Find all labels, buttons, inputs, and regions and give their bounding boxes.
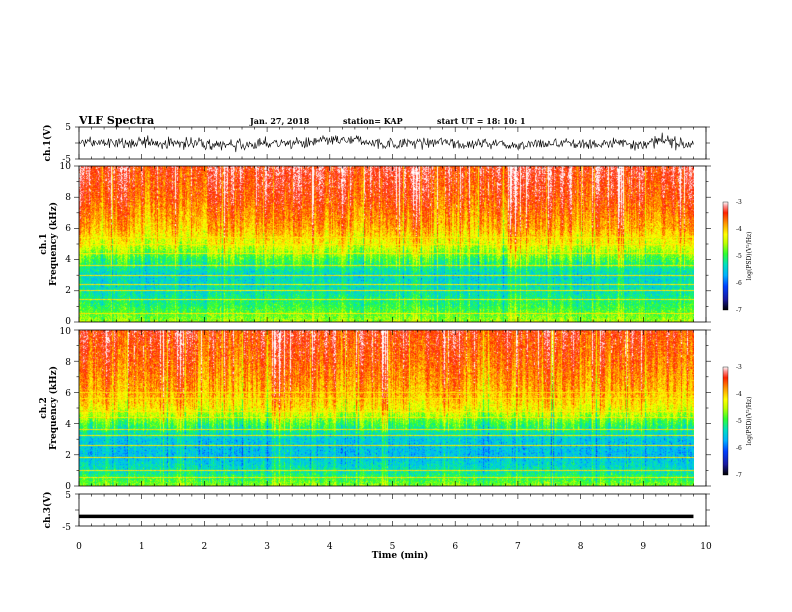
ch2-cb-tick-0: -3: [736, 364, 742, 371]
ch1-cb-tick-2: -5: [736, 253, 742, 260]
y-tick-labels: 5 -5 0 2 4 6 8 10 0 2 4 6 8 10 5 -5: [60, 123, 72, 533]
ch2-freq-tick-4: 4: [65, 420, 71, 430]
ch1-freq-tick-8: 8: [65, 193, 71, 203]
ch2-colorbar-label: log(PSD)(V²/Hz): [746, 397, 753, 446]
ch2-cb-tick-4: -7: [736, 472, 742, 479]
ch2-freq-tick-2: 2: [65, 451, 71, 461]
station-label: station= KAP: [343, 116, 403, 126]
ch2-freq-tick-0: 0: [65, 482, 71, 492]
ch1-cb-tick-3: -6: [736, 280, 742, 287]
ch1-freq-tick-10: 10: [60, 162, 72, 172]
ch3-ytick-bottom: -5: [62, 523, 71, 533]
x-tick-labels: 0 1 2 3 4 5 6 7 8 9 10: [76, 542, 712, 552]
x-tick-7: 7: [515, 542, 521, 552]
ch1-waveform-ylabel: ch.1(V): [42, 125, 53, 162]
ch1-freq-tick-4: 4: [65, 255, 71, 265]
ch1-waveform-line: [78, 132, 694, 153]
ch2-colorbar: -3 -4 -5 -6 -7 log(PSD)(V²/Hz): [722, 364, 753, 479]
ch1-ytick-top: 5: [65, 123, 71, 133]
ch1-ytick-bottom: -5: [62, 155, 71, 165]
ch2-cb-tick-1: -4: [736, 391, 742, 398]
ch1-colorbar: -3 -4 -5 -6 -7 log(PSD)(V²/Hz): [722, 199, 753, 314]
x-tick-6: 6: [452, 542, 458, 552]
x-tick-4: 4: [327, 542, 333, 552]
start-ut-label: start UT = 18: 10: 1: [437, 116, 526, 126]
x-tick-0: 0: [76, 542, 82, 552]
ch2-freq-tick-10: 10: [60, 327, 72, 337]
ch2-spectrogram-frame: [78, 329, 707, 487]
x-tick-1: 1: [139, 542, 145, 552]
x-tick-3: 3: [264, 542, 270, 552]
x-tick-10: 10: [700, 542, 712, 552]
ch1-colorbar-ramp: [722, 201, 729, 311]
ch2-cb-tick-3: -6: [736, 445, 742, 452]
ch1-freq-tick-0: 0: [65, 317, 71, 327]
ch3-waveform-ylabel: ch.3(V): [42, 492, 53, 529]
ch1-spectrogram-frame: [78, 165, 707, 323]
ch2-freq-tick-8: 8: [65, 358, 71, 368]
ch2-cb-tick-2: -5: [736, 418, 742, 425]
ch1-spectrogram: [79, 166, 694, 322]
ch1-colorbar-label: log(PSD)(V²/Hz): [746, 232, 753, 281]
ch1-cb-tick-0: -3: [736, 199, 742, 206]
ch2-freq-axis-label: Frequency (kHz): [48, 366, 59, 450]
ch2-spectrogram: [79, 330, 694, 486]
ch3-ytick-top: 5: [65, 491, 71, 501]
ch1-freq-tick-6: 6: [65, 224, 71, 234]
x-tick-2: 2: [202, 542, 208, 552]
chart-title: VLF Spectra: [79, 114, 155, 127]
ch1-freq-tick-2: 2: [65, 286, 71, 296]
ch2-colorbar-ramp: [722, 366, 729, 476]
x-tick-8: 8: [578, 542, 584, 552]
date-label: Jan. 27, 2018: [250, 116, 310, 126]
x-tick-9: 9: [640, 542, 646, 552]
ch1-cb-tick-4: -7: [736, 307, 742, 314]
ch1-cb-tick-1: -4: [736, 226, 742, 233]
ch1-freq-axis-label: Frequency (kHz): [48, 202, 59, 286]
x-axis-label: Time (min): [372, 550, 429, 561]
x-tick-5: 5: [390, 542, 396, 552]
ch2-freq-tick-6: 6: [65, 389, 71, 399]
ch1-channel-label: ch.1: [39, 233, 49, 254]
ch2-channel-label: ch.2: [39, 397, 49, 418]
